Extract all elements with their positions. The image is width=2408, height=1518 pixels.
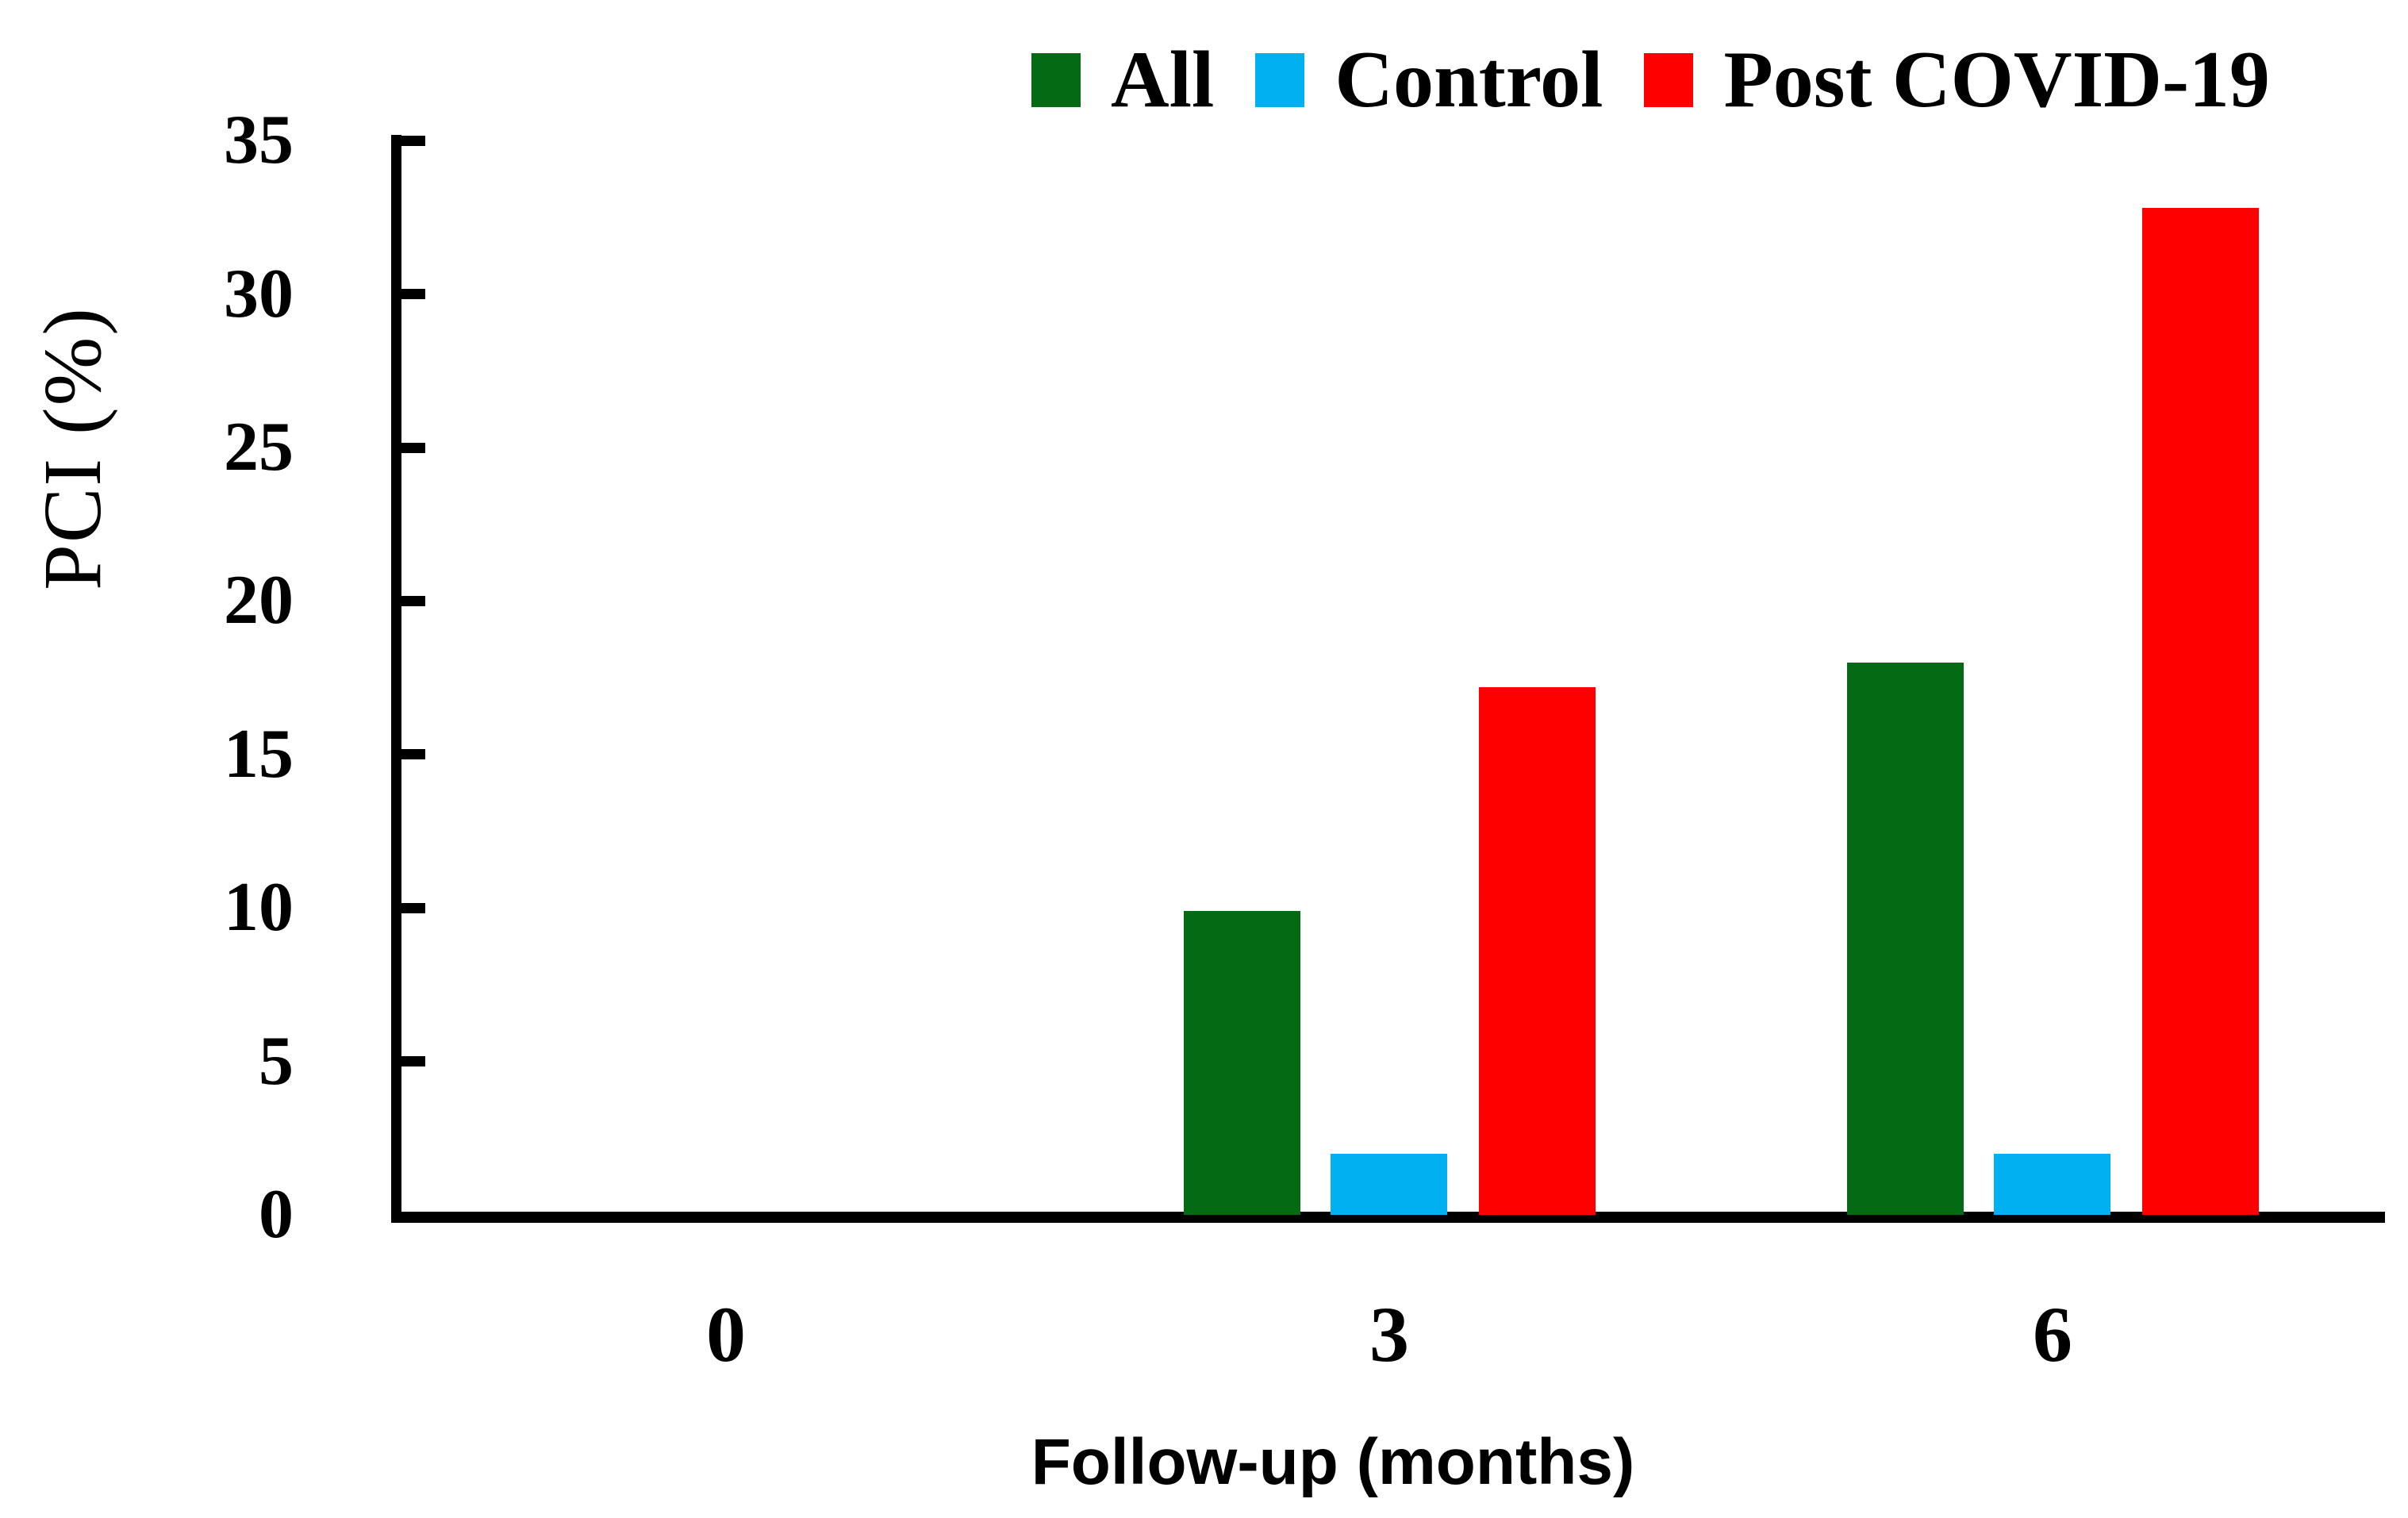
y-tick-label-20: 20 xyxy=(224,562,294,640)
y-tick-label-10: 10 xyxy=(224,869,294,947)
legend-swatch-control xyxy=(1255,52,1305,107)
y-tick-35 xyxy=(401,135,425,146)
y-tick-10 xyxy=(401,902,425,913)
bar-all-month-6 xyxy=(1847,662,1964,1215)
bar-post-covid-19-month-3 xyxy=(1479,686,1596,1215)
legend-label: Control xyxy=(1335,35,1603,125)
legend-swatch-post-covid-19 xyxy=(1644,52,1694,107)
legend-item-control: Control xyxy=(1255,33,1603,126)
y-tick-label-5: 5 xyxy=(259,1022,294,1100)
y-tick-25 xyxy=(401,442,425,453)
bar-control-month-6 xyxy=(1994,1153,2110,1215)
y-tick-label-30: 30 xyxy=(224,255,294,332)
legend-label: Post COVID-19 xyxy=(1723,35,2270,125)
legend-label: All xyxy=(1111,35,1215,125)
x-tick-label-3: 3 xyxy=(1369,1290,1409,1378)
bar-all-month-3 xyxy=(1184,911,1300,1215)
y-tick-label-0: 0 xyxy=(259,1176,294,1253)
bar-control-month-3 xyxy=(1331,1153,1447,1215)
y-axis-line xyxy=(391,135,401,1223)
y-tick-20 xyxy=(401,595,425,606)
legend: All Control Post COVID-19 xyxy=(1031,33,2270,126)
x-axis-title: Follow-up (months) xyxy=(1031,1426,1635,1498)
legend-swatch-all xyxy=(1031,52,1081,107)
bar-post-covid-19-month-6 xyxy=(2142,208,2259,1215)
legend-item-post-covid-19: Post COVID-19 xyxy=(1644,33,2270,126)
y-tick-label-25: 25 xyxy=(224,409,294,486)
y-tick-label-15: 15 xyxy=(224,715,294,793)
y-tick-15 xyxy=(401,749,425,760)
y-tick-5 xyxy=(401,1056,425,1067)
y-tick-label-35: 35 xyxy=(224,102,294,179)
x-tick-label-6: 6 xyxy=(2033,1290,2072,1378)
x-tick-label-0: 0 xyxy=(706,1290,746,1378)
y-tick-30 xyxy=(401,289,425,300)
legend-item-all: All xyxy=(1031,33,1214,126)
